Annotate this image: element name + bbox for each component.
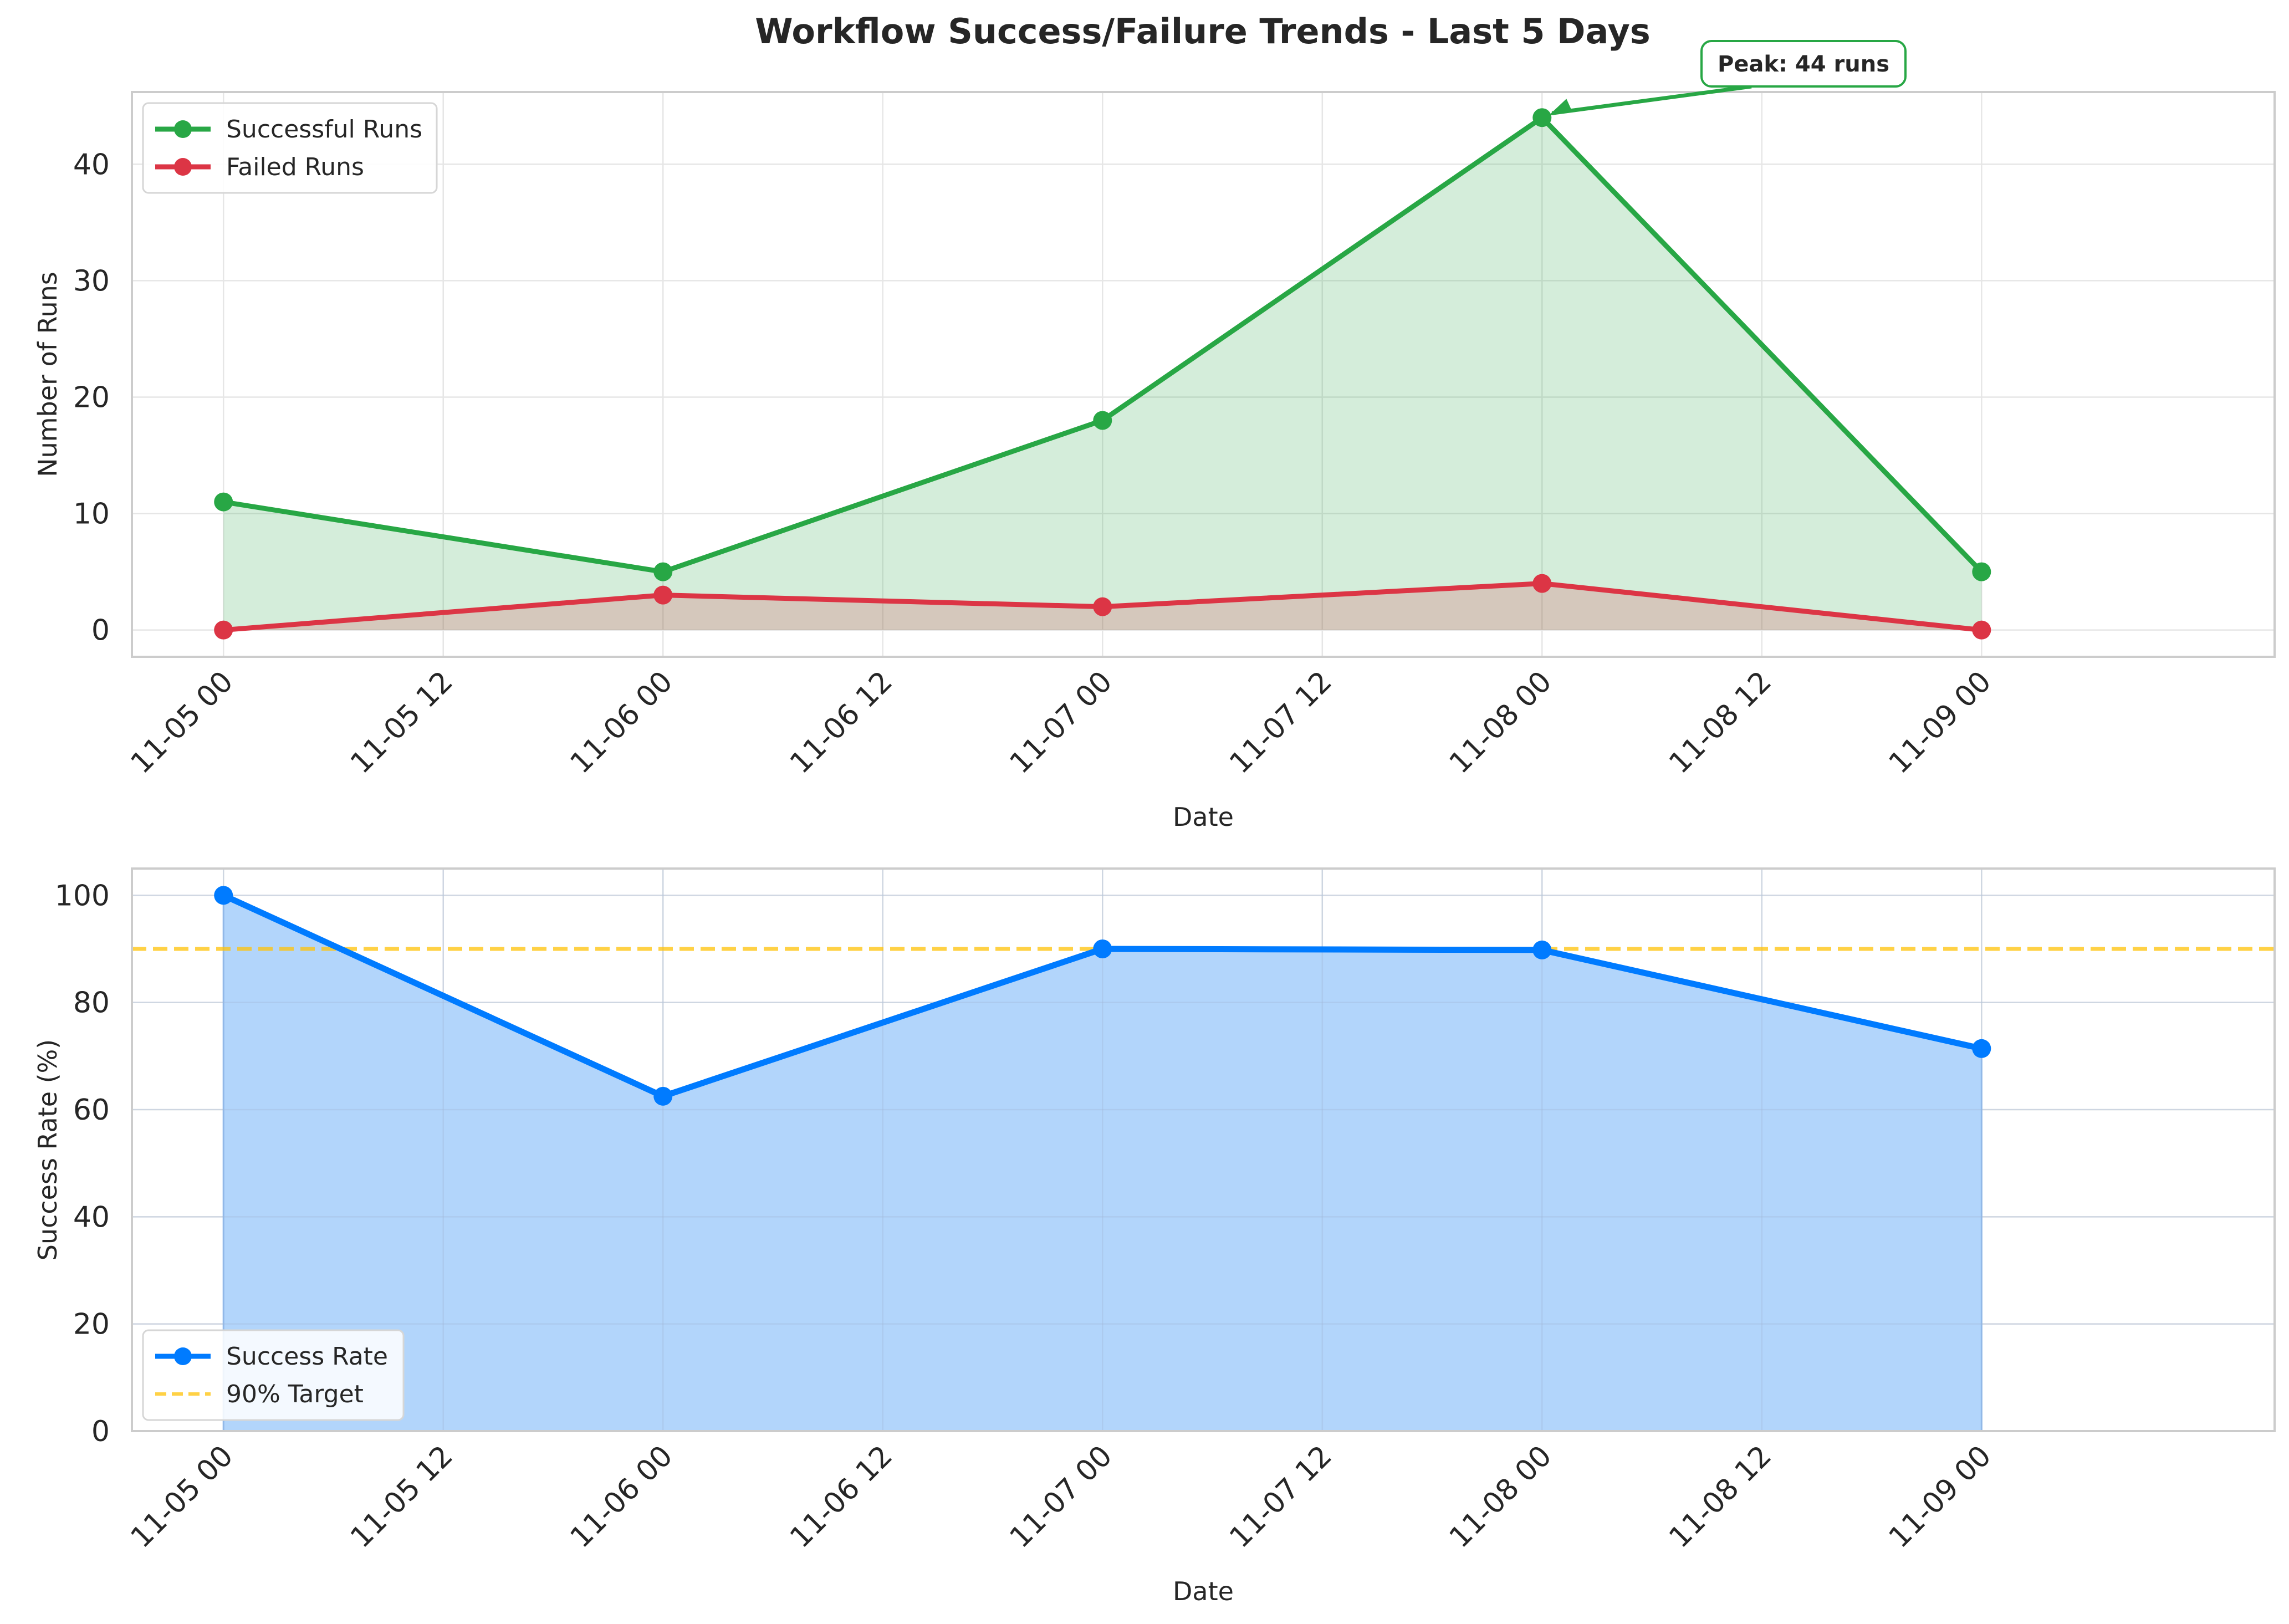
point-successful-runs	[1532, 108, 1552, 127]
peak-annotation: Peak: 44 runs	[1549, 40, 1907, 116]
x-axis-label: Date	[1173, 1576, 1234, 1606]
y-axis-label: Success Rate (%)	[33, 1039, 63, 1261]
point-successful-runs	[653, 562, 673, 581]
annotation-text: Peak: 44 runs	[1718, 52, 1889, 77]
area-successful-runs	[223, 118, 1982, 630]
point-successful-runs	[1972, 562, 1991, 581]
y-tick-label: 20	[73, 381, 110, 414]
y-tick-label: 100	[55, 879, 110, 912]
legend-label: 90% Target	[226, 1380, 364, 1408]
point-failed-runs	[1972, 620, 1991, 640]
point-failed-runs	[214, 620, 233, 640]
point-success-rate	[1532, 940, 1552, 959]
point-failed-runs	[1532, 574, 1552, 593]
point-success-rate	[653, 1086, 673, 1106]
legend-label: Failed Runs	[226, 153, 364, 181]
axes-frame	[131, 867, 2276, 1432]
figure-title: Workflow Success/Failure Trends - Last 5…	[755, 11, 1651, 52]
y-tick-label: 40	[73, 1201, 110, 1234]
point-successful-runs	[1093, 411, 1112, 430]
axes-frame	[131, 91, 2276, 658]
point-failed-runs	[1093, 597, 1112, 616]
annotation-box	[1700, 40, 1907, 88]
legend-label: Successful Runs	[226, 115, 422, 144]
point-successful-runs	[214, 492, 233, 512]
y-tick-label: 0	[91, 1415, 110, 1448]
y-axis-label: Number of Runs	[33, 272, 63, 477]
point-failed-runs	[653, 585, 673, 605]
y-tick-label: 40	[73, 148, 110, 181]
legend-marker	[174, 120, 192, 138]
annotation-arrowhead	[1549, 99, 1572, 116]
legend: Success Rate 90% Target	[142, 1329, 405, 1421]
y-tick-label: 80	[73, 987, 110, 1020]
point-success-rate	[1093, 939, 1112, 958]
legend-marker	[174, 1347, 192, 1365]
legend-box	[142, 102, 438, 194]
y-tick-label: 10	[73, 498, 110, 531]
legend-label: Success Rate	[226, 1342, 388, 1371]
legend-box	[142, 1329, 405, 1421]
point-success-rate	[1972, 1039, 1991, 1058]
y-tick-label: 30	[73, 264, 110, 298]
legend: Successful Runs Failed Runs	[142, 102, 438, 194]
annotation-arrow-line	[1551, 84, 1752, 115]
y-tick-label: 0	[91, 614, 110, 647]
x-axis-label: Date	[1173, 802, 1234, 832]
y-tick-label: 60	[73, 1094, 110, 1127]
legend-marker	[174, 158, 192, 176]
point-success-rate	[214, 886, 233, 905]
y-tick-label: 20	[73, 1308, 110, 1341]
